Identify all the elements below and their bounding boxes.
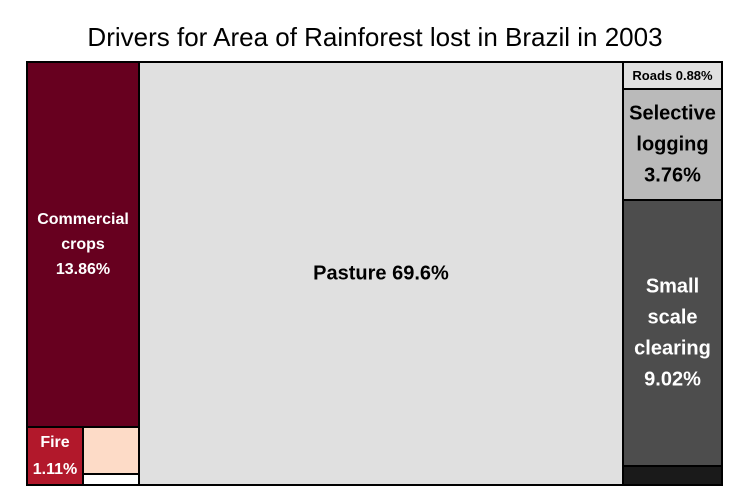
treemap-cell-label: Roads 0.88% bbox=[632, 68, 713, 83]
treemap-cell-label: crops bbox=[61, 236, 105, 253]
treemap-cell-unlabeled-2 bbox=[82, 426, 140, 475]
treemap-cell-label: Selective bbox=[629, 103, 716, 125]
treemap-cell-label: scale bbox=[647, 307, 697, 329]
treemap-rect bbox=[622, 465, 723, 486]
treemap-cell-label: Fire bbox=[40, 434, 69, 451]
treemap-cell-label: 3.76% bbox=[644, 165, 701, 187]
treemap-rect bbox=[26, 61, 140, 428]
treemap-rect bbox=[82, 473, 140, 486]
treemap-cell-unlabeled-3 bbox=[82, 473, 140, 486]
treemap-cell-label: 9.02% bbox=[644, 369, 701, 391]
treemap-cell-label: logging bbox=[636, 134, 708, 156]
treemap-cell-commercial-crops: Commercial crops 13.86% bbox=[26, 61, 140, 428]
treemap-cell-unlabeled-8 bbox=[622, 465, 723, 486]
treemap-cell-label: 1.11% bbox=[33, 461, 77, 478]
treemap-cell-small-scale-clearing: Small scale clearing 9.02% bbox=[622, 199, 723, 467]
treemap-cell-pasture: Pasture 69.6% bbox=[138, 61, 624, 486]
treemap-cell-selective-logging: Selective logging 3.76% bbox=[622, 88, 723, 201]
treemap-cell-fire: Fire 1.11% bbox=[26, 426, 84, 486]
treemap-rect bbox=[82, 426, 140, 475]
treemap-cell-roads: Roads 0.88% bbox=[622, 61, 723, 90]
treemap-rect bbox=[622, 199, 723, 467]
treemap-rect bbox=[138, 61, 624, 486]
treemap-cell-label: clearing bbox=[634, 338, 711, 360]
treemap-cell-label: 13.86% bbox=[56, 261, 110, 278]
treemap-cell-label: Small bbox=[646, 276, 699, 298]
chart-title: Drivers for Area of Rainforest lost in B… bbox=[87, 22, 663, 52]
treemap-cell-label: Pasture 69.6% bbox=[313, 263, 449, 285]
treemap-rect bbox=[26, 426, 84, 486]
treemap-cell-label: Commercial bbox=[37, 211, 129, 228]
